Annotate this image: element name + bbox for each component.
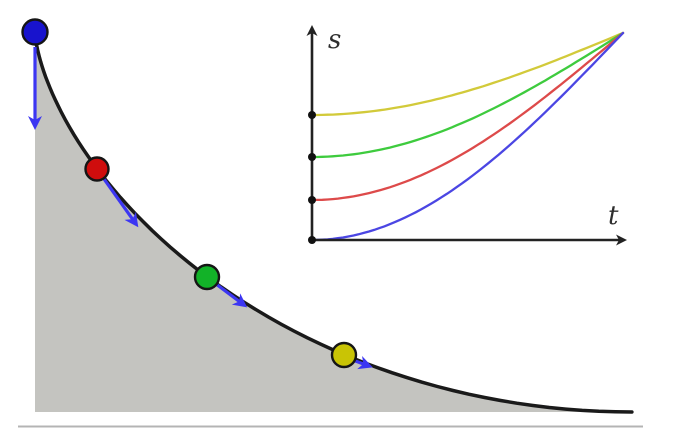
axis-dot-1 bbox=[308, 196, 316, 204]
axis-dot-0 bbox=[308, 236, 316, 244]
red-ball bbox=[84, 156, 110, 182]
yellow-curve bbox=[310, 31, 625, 117]
velocity-arrow-1 bbox=[102, 178, 139, 228]
blue-curve bbox=[310, 31, 625, 242]
green-ball bbox=[193, 263, 221, 291]
cycloid-curve bbox=[33, 30, 634, 414]
inset-curves bbox=[310, 31, 625, 242]
y-axis-label: s bbox=[328, 25, 341, 55]
inset-plot: s t bbox=[306, 25, 627, 246]
yellow-ball bbox=[330, 341, 358, 369]
x-axis-label: t bbox=[608, 201, 619, 231]
velocity-arrow-2 bbox=[215, 282, 248, 308]
balls bbox=[21, 18, 358, 369]
axis-dot-2 bbox=[308, 153, 316, 161]
blue-ball bbox=[21, 18, 49, 46]
green-curve bbox=[310, 31, 625, 159]
start-point-dots bbox=[308, 111, 316, 244]
axis-dot-3 bbox=[308, 111, 316, 119]
red-curve bbox=[310, 31, 625, 202]
slope-fill-area bbox=[35, 32, 632, 412]
